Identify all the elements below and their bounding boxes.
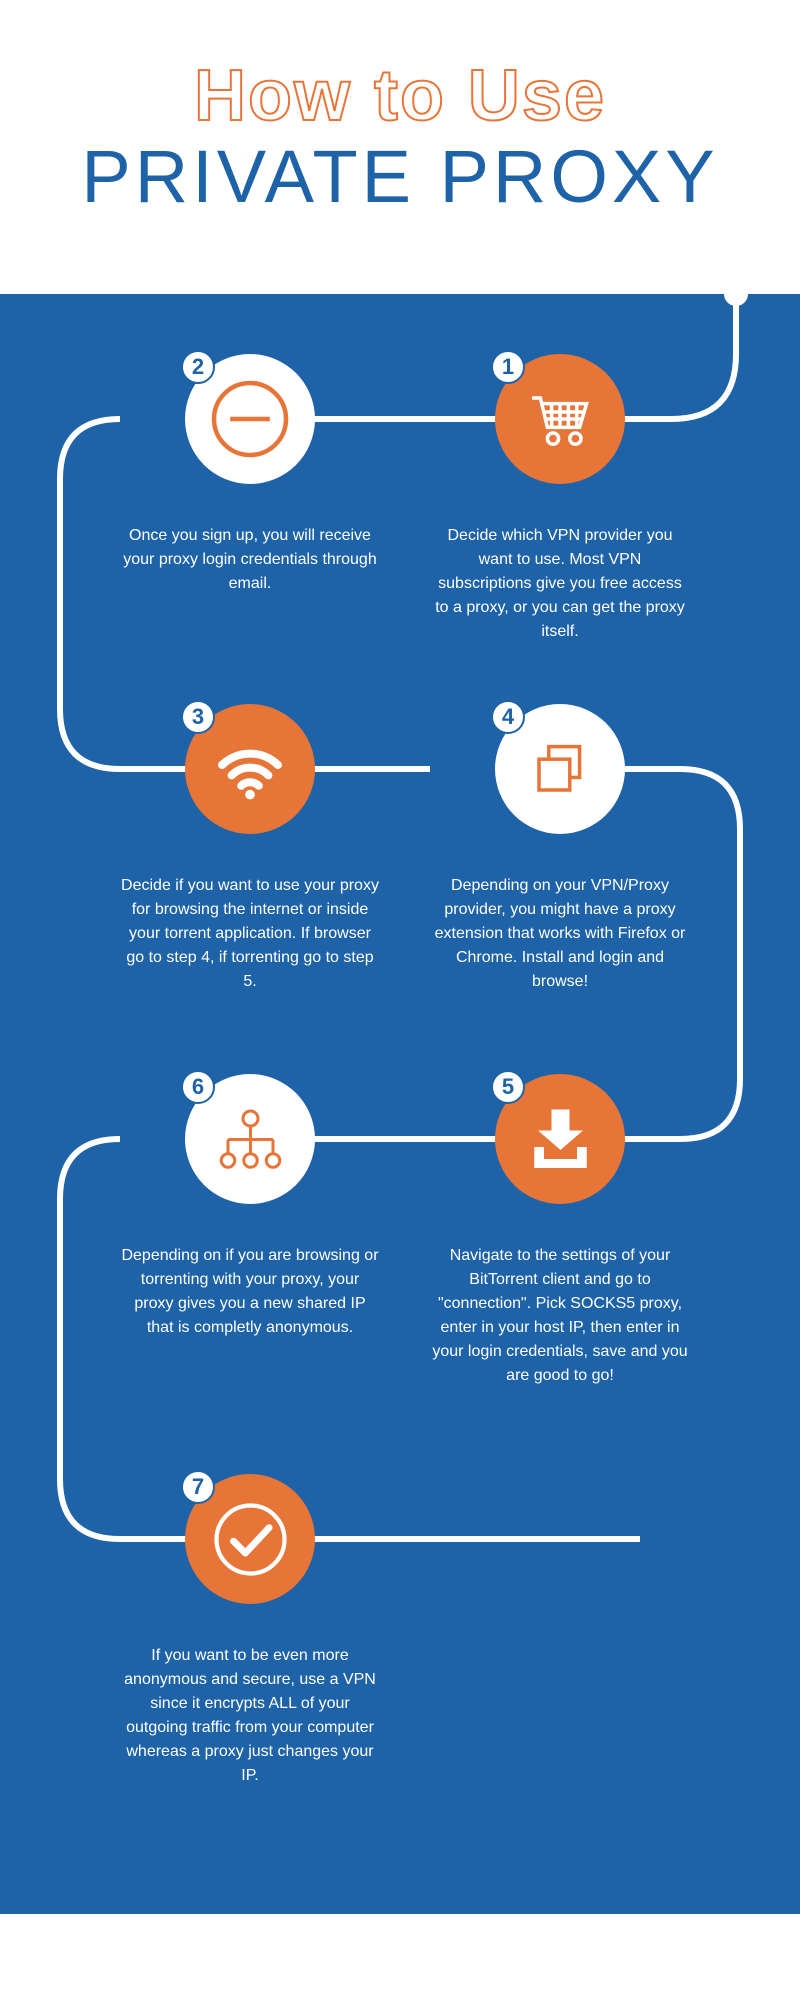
step-6-badge: 6	[181, 1070, 215, 1104]
copy-icon	[525, 734, 595, 804]
step-1-text: Decide which VPN provider you want to us…	[430, 524, 690, 644]
title-line2: PRIVATE PROXY	[40, 140, 760, 214]
download-icon	[523, 1102, 598, 1177]
step-7-text: If you want to be even more anonymous an…	[120, 1644, 380, 1788]
step-4-text: Depending on your VPN/Proxy provider, yo…	[430, 874, 690, 994]
step-3-text: Decide if you want to use your proxy for…	[120, 874, 380, 994]
step-2-circle: 2	[185, 354, 315, 484]
step-7: 7 If you want to be even more anonymous a…	[120, 1474, 380, 1788]
step-7-badge: 7	[181, 1470, 215, 1504]
step-4: 4 Depending on your VPN/Proxy provider, y…	[430, 704, 690, 994]
header: How to Use PRIVATE PROXY	[0, 0, 800, 294]
step-7-circle: 7	[185, 1474, 315, 1604]
step-5: 5 Navigate to the settings of your BitTor…	[430, 1074, 690, 1388]
step-1: 1 Decide which VPN provider you want to u…	[430, 354, 690, 644]
step-2: 2 Once you sign up, you will receive your…	[120, 354, 380, 596]
step-2-badge: 2	[181, 350, 215, 384]
start-dot	[724, 282, 748, 306]
step-1-badge: 1	[491, 350, 525, 384]
step-3: 3 Decide if you want to use your proxy fo…	[120, 704, 380, 994]
wifi-icon	[210, 729, 290, 809]
step-3-badge: 3	[181, 700, 215, 734]
step-6-circle: 6	[185, 1074, 315, 1204]
step-5-badge: 5	[491, 1070, 525, 1104]
step-4-badge: 4	[491, 700, 525, 734]
step-5-text: Navigate to the settings of your BitTorr…	[430, 1244, 690, 1388]
minus-icon	[205, 374, 295, 464]
step-2-text: Once you sign up, you will receive your …	[120, 524, 380, 596]
step-5-circle: 5	[495, 1074, 625, 1204]
step-3-circle: 3	[185, 704, 315, 834]
step-4-circle: 4	[495, 704, 625, 834]
check-icon	[208, 1497, 293, 1582]
cart-icon	[525, 384, 595, 454]
step-1-circle: 1	[495, 354, 625, 484]
step-6-text: Depending on if you are browsing or torr…	[120, 1244, 380, 1340]
step-6: 6 Depending on if you are browsing or tor…	[120, 1074, 380, 1340]
main-panel: 1 Decide which VPN provider you want to u…	[0, 294, 800, 1914]
title-line1: How to Use	[40, 60, 760, 132]
network-icon	[213, 1102, 288, 1177]
